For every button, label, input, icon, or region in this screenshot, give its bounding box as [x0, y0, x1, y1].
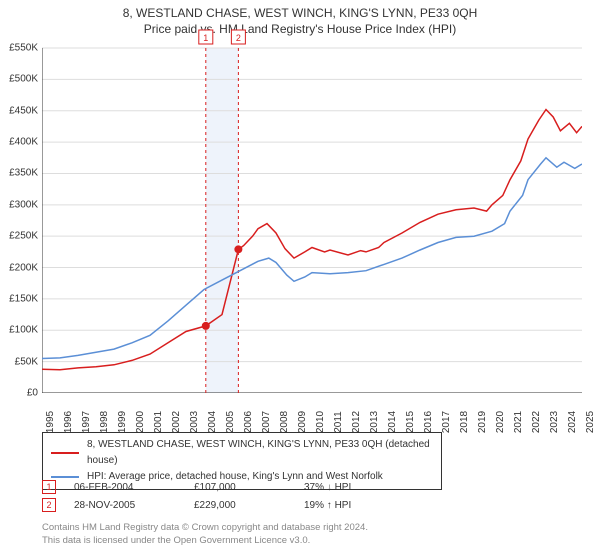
x-tick-label: 1999: [117, 411, 128, 433]
footer-attribution: Contains HM Land Registry data © Crown c…: [42, 522, 368, 548]
legend-item: 8, WESTLAND CHASE, WEST WINCH, KING'S LY…: [51, 437, 433, 469]
footer-line-1: Contains HM Land Registry data © Crown c…: [42, 522, 368, 535]
x-axis-labels: 1995199619971998199920002001200220032004…: [42, 396, 582, 426]
event-price: £229,000: [194, 500, 304, 511]
svg-text:1: 1: [203, 33, 208, 43]
event-marker: 1: [42, 480, 56, 494]
x-tick-label: 2018: [459, 411, 470, 433]
x-tick-label: 2021: [513, 411, 524, 433]
x-tick-label: 2025: [585, 411, 596, 433]
x-tick-label: 2001: [153, 411, 164, 433]
plot-area: 12: [42, 48, 582, 393]
x-tick-label: 2007: [261, 411, 272, 433]
svg-text:2: 2: [236, 33, 241, 43]
chart-svg: 12: [42, 28, 582, 393]
x-tick-label: 1995: [45, 411, 56, 433]
event-row: 1 06-FEB-2004£107,00037% ↓ HPI: [42, 480, 582, 494]
x-tick-label: 2009: [297, 411, 308, 433]
legend-swatch: [51, 452, 79, 454]
event-price: £107,000: [194, 482, 304, 493]
x-tick-label: 2014: [387, 411, 398, 433]
x-tick-label: 2019: [477, 411, 488, 433]
y-tick-label: £450K: [9, 105, 38, 116]
chart-container: { "title": "8, WESTLAND CHASE, WEST WINC…: [0, 0, 600, 560]
x-tick-label: 2022: [531, 411, 542, 433]
x-tick-label: 2016: [423, 411, 434, 433]
x-tick-label: 2020: [495, 411, 506, 433]
x-tick-label: 2003: [189, 411, 200, 433]
x-tick-label: 2023: [549, 411, 560, 433]
event-delta: 19% ↑ HPI: [304, 500, 424, 511]
x-tick-label: 2013: [369, 411, 380, 433]
x-tick-label: 1997: [81, 411, 92, 433]
y-tick-label: £150K: [9, 293, 38, 304]
x-tick-label: 2000: [135, 411, 146, 433]
legend-label: 8, WESTLAND CHASE, WEST WINCH, KING'S LY…: [87, 437, 433, 469]
y-tick-label: £300K: [9, 199, 38, 210]
event-date: 06-FEB-2004: [74, 482, 194, 493]
y-tick-label: £200K: [9, 262, 38, 273]
x-tick-label: 2005: [225, 411, 236, 433]
y-tick-label: £100K: [9, 325, 38, 336]
events-table: 1 06-FEB-2004£107,00037% ↓ HPI 2 28-NOV-200…: [42, 476, 582, 516]
x-tick-label: 2002: [171, 411, 182, 433]
y-axis-labels: £0£50K£100K£150K£200K£250K£300K£350K£400…: [0, 48, 40, 393]
event-marker: 2: [42, 498, 56, 512]
x-tick-label: 2010: [315, 411, 326, 433]
footer-line-2: This data is licensed under the Open Gov…: [42, 535, 368, 548]
y-tick-label: £50K: [15, 356, 38, 367]
chart-title: 8, WESTLAND CHASE, WEST WINCH, KING'S LY…: [0, 6, 600, 20]
y-tick-label: £550K: [9, 43, 38, 54]
y-tick-label: £0: [27, 388, 38, 399]
x-tick-label: 2008: [279, 411, 290, 433]
x-tick-label: 1998: [99, 411, 110, 433]
x-tick-label: 2015: [405, 411, 416, 433]
x-tick-label: 2024: [567, 411, 578, 433]
y-tick-label: £250K: [9, 231, 38, 242]
x-tick-label: 2011: [333, 411, 344, 433]
y-tick-label: £350K: [9, 168, 38, 179]
y-tick-label: £400K: [9, 137, 38, 148]
x-tick-label: 2006: [243, 411, 254, 433]
x-tick-label: 2004: [207, 411, 218, 433]
y-tick-label: £500K: [9, 74, 38, 85]
event-date: 28-NOV-2005: [74, 500, 194, 511]
x-tick-label: 2017: [441, 411, 452, 433]
x-tick-label: 1996: [63, 411, 74, 433]
event-row: 2 28-NOV-2005£229,00019% ↑ HPI: [42, 498, 582, 512]
x-tick-label: 2012: [351, 411, 362, 433]
event-delta: 37% ↓ HPI: [304, 482, 424, 493]
